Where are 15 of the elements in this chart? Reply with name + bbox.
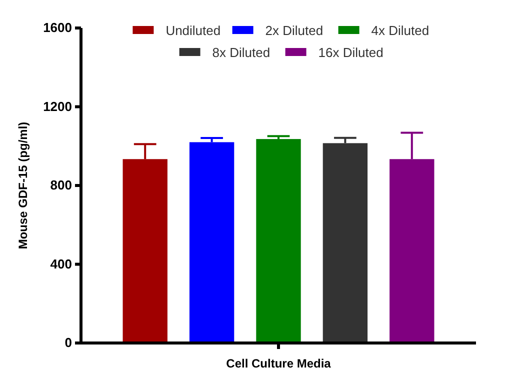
- y-tick-label: 800: [50, 178, 72, 193]
- bar: [256, 139, 301, 343]
- legend-label: 4x Diluted: [371, 23, 430, 38]
- y-tick-label: 1600: [43, 20, 72, 36]
- legend-label: Undiluted: [166, 23, 221, 38]
- y-axis-title: Mouse GDF-15 (pg/ml): [16, 122, 30, 250]
- legend-label: 8x Diluted: [212, 45, 270, 60]
- legend-label: 16x Diluted: [318, 45, 384, 60]
- y-tick-label: 400: [50, 256, 72, 272]
- y-tick-label: 0: [64, 335, 72, 350]
- bar: [322, 143, 368, 343]
- legend-label: 2x Diluted: [265, 23, 324, 38]
- x-tick-label: Cell Culture Media: [226, 356, 332, 371]
- y-tick-label: 1200: [43, 98, 72, 114]
- bar: [189, 142, 234, 343]
